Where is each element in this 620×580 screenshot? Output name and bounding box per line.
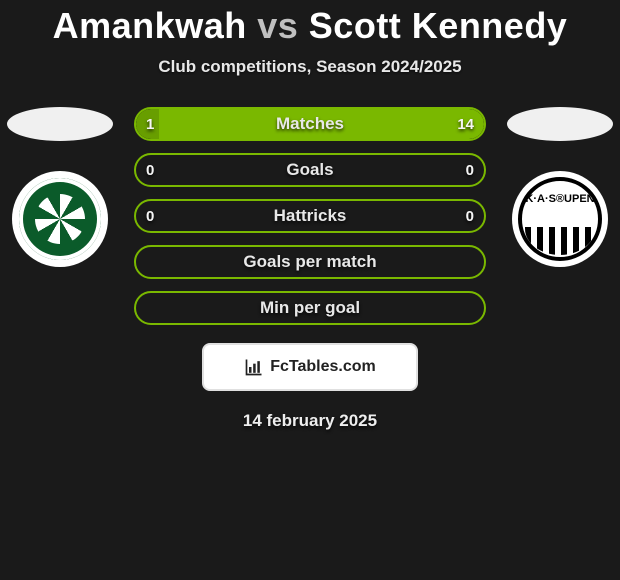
stat-bars: Matches114Goals00Hattricks00Goals per ma… [120,107,500,325]
chart-icon [244,357,264,377]
stat-fill-right [159,109,484,139]
player1-name: Amankwah [53,5,247,46]
subtitle: Club competitions, Season 2024/2025 [158,57,461,77]
stat-track [134,153,486,187]
brand-text: FcTables.com [270,358,376,376]
comparison-title: Amankwah vs Scott Kennedy [53,5,568,47]
stat-track [134,291,486,325]
left-side [0,107,120,267]
stat-value-left: 0 [146,153,154,187]
stat-track [134,199,486,233]
comparison-content: Matches114Goals00Hattricks00Goals per ma… [0,107,620,325]
stat-value-left: 1 [146,107,154,141]
snapshot-date: 14 february 2025 [243,411,377,431]
player1-flag [7,107,113,141]
stat-row: Matches114 [134,107,486,141]
stat-track [134,245,486,279]
vs-label: vs [257,5,298,46]
stat-track [134,107,486,141]
stat-value-right: 0 [466,153,474,187]
stat-row: Goals00 [134,153,486,187]
player2-flag [507,107,613,141]
stat-row: Hattricks00 [134,199,486,233]
right-side [500,107,620,267]
player2-name: Scott Kennedy [309,5,568,46]
stat-value-left: 0 [146,199,154,233]
stat-row: Goals per match [134,245,486,279]
player1-club-logo [12,171,108,267]
stat-value-right: 14 [457,107,474,141]
stat-value-right: 0 [466,199,474,233]
brand-link[interactable]: FcTables.com [202,343,418,391]
player2-club-logo [512,171,608,267]
stat-row: Min per goal [134,291,486,325]
